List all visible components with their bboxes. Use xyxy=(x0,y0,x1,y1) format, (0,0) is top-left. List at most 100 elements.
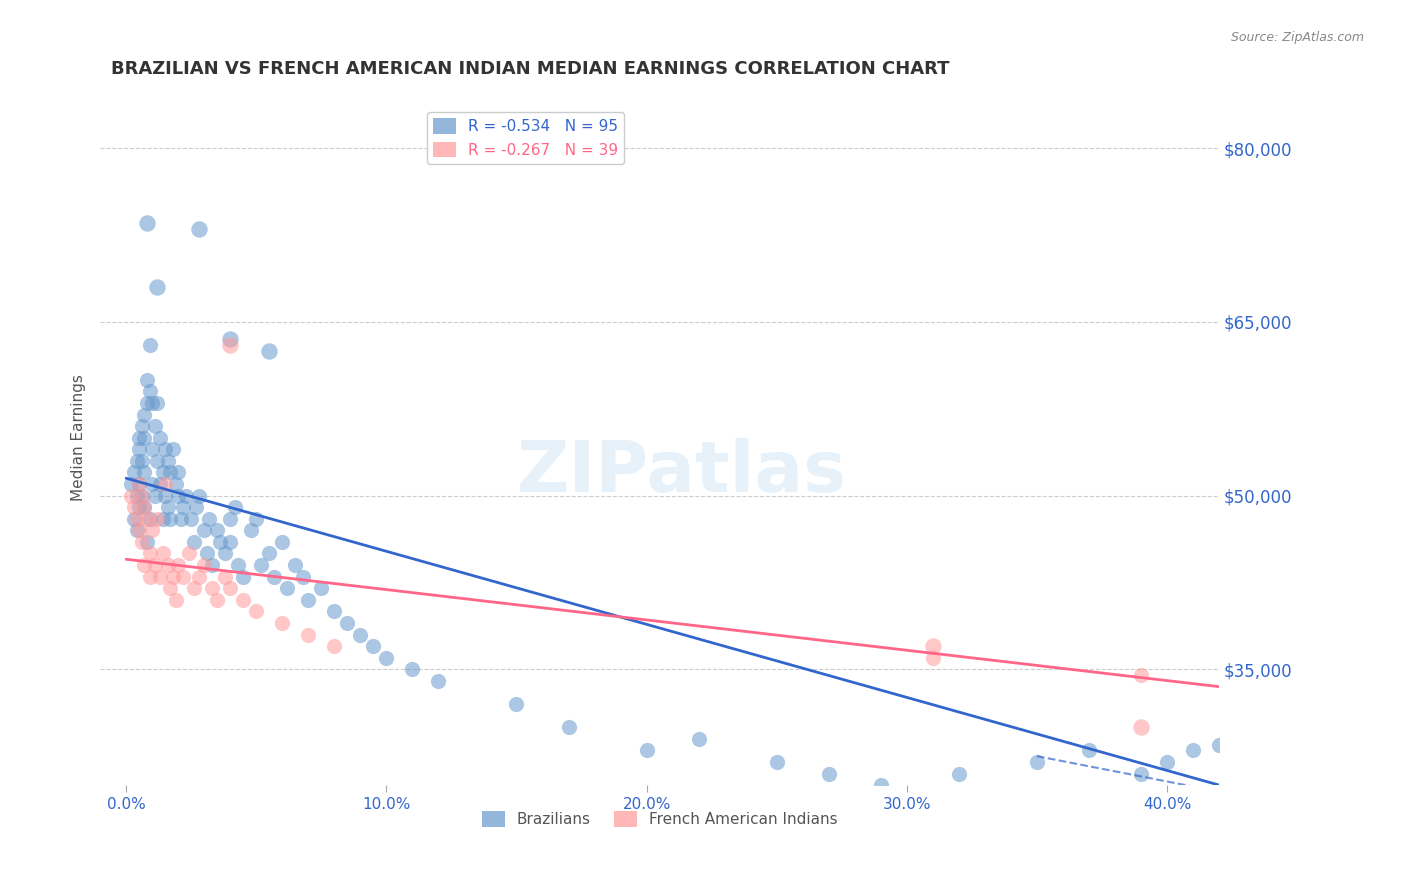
Point xyxy=(125,489,148,503)
Point xyxy=(219,338,242,352)
Point xyxy=(363,639,385,653)
Point xyxy=(138,512,160,526)
Point xyxy=(125,524,148,538)
Point xyxy=(921,639,943,653)
Point xyxy=(128,500,150,515)
Point xyxy=(177,546,200,560)
Point xyxy=(292,569,315,583)
Point xyxy=(141,524,163,538)
Point xyxy=(146,396,169,410)
Text: Source: ZipAtlas.com: Source: ZipAtlas.com xyxy=(1230,31,1364,45)
Point xyxy=(141,396,163,410)
Point xyxy=(195,546,218,560)
Point xyxy=(186,500,208,515)
Point xyxy=(167,558,190,572)
Point xyxy=(219,512,242,526)
Point xyxy=(219,581,242,595)
Point xyxy=(167,466,190,480)
Point xyxy=(131,419,153,434)
Point xyxy=(232,592,254,607)
Point xyxy=(134,500,156,515)
Point xyxy=(128,431,150,445)
Point xyxy=(1026,755,1049,769)
Point xyxy=(284,558,307,572)
Point xyxy=(136,535,159,549)
Point xyxy=(207,524,229,538)
Point xyxy=(131,489,153,503)
Point xyxy=(245,512,267,526)
Point xyxy=(1156,755,1178,769)
Point xyxy=(198,512,221,526)
Point xyxy=(214,569,236,583)
Point xyxy=(323,639,346,653)
Point xyxy=(170,512,193,526)
Point xyxy=(153,477,176,491)
Point xyxy=(141,442,163,457)
Point xyxy=(240,524,263,538)
Point xyxy=(636,743,658,757)
Point xyxy=(1130,766,1153,780)
Point xyxy=(375,650,398,665)
Point xyxy=(245,604,267,618)
Point xyxy=(134,466,156,480)
Point xyxy=(259,343,281,358)
Point xyxy=(122,466,145,480)
Y-axis label: Median Earnings: Median Earnings xyxy=(72,375,86,501)
Point xyxy=(1130,720,1153,734)
Point xyxy=(188,569,211,583)
Point xyxy=(167,489,190,503)
Point xyxy=(1078,743,1101,757)
Point xyxy=(156,500,179,515)
Point xyxy=(138,569,160,583)
Point xyxy=(143,489,166,503)
Point xyxy=(557,720,579,734)
Point xyxy=(131,454,153,468)
Point xyxy=(1182,743,1205,757)
Point xyxy=(224,500,246,515)
Point xyxy=(138,338,160,352)
Point xyxy=(149,431,172,445)
Point xyxy=(688,731,710,746)
Legend: Brazilians, French American Indians: Brazilians, French American Indians xyxy=(475,805,844,833)
Point xyxy=(174,489,197,503)
Point xyxy=(156,558,179,572)
Point xyxy=(152,512,174,526)
Point xyxy=(152,546,174,560)
Point xyxy=(125,512,148,526)
Point xyxy=(208,535,231,549)
Point xyxy=(214,546,236,560)
Point xyxy=(136,373,159,387)
Point xyxy=(128,477,150,491)
Point xyxy=(219,535,242,549)
Point xyxy=(131,489,153,503)
Point xyxy=(349,627,371,641)
Point xyxy=(817,766,839,780)
Point xyxy=(122,500,145,515)
Point xyxy=(193,524,215,538)
Point xyxy=(765,755,787,769)
Point xyxy=(172,500,194,515)
Point xyxy=(172,569,194,583)
Point xyxy=(156,454,179,468)
Point xyxy=(276,581,298,595)
Point xyxy=(162,569,184,583)
Point xyxy=(159,512,181,526)
Point xyxy=(165,477,187,491)
Point xyxy=(250,558,273,572)
Point xyxy=(162,442,184,457)
Point xyxy=(297,592,319,607)
Point xyxy=(136,396,159,410)
Point xyxy=(128,524,150,538)
Point xyxy=(183,535,205,549)
Text: ZIPatlas: ZIPatlas xyxy=(517,438,846,507)
Text: BRAZILIAN VS FRENCH AMERICAN INDIAN MEDIAN EARNINGS CORRELATION CHART: BRAZILIAN VS FRENCH AMERICAN INDIAN MEDI… xyxy=(111,60,950,78)
Point xyxy=(149,477,172,491)
Point xyxy=(143,419,166,434)
Point xyxy=(141,477,163,491)
Point xyxy=(193,558,215,572)
Point xyxy=(134,431,156,445)
Point xyxy=(152,466,174,480)
Point xyxy=(165,592,187,607)
Point xyxy=(138,546,160,560)
Point xyxy=(336,615,359,630)
